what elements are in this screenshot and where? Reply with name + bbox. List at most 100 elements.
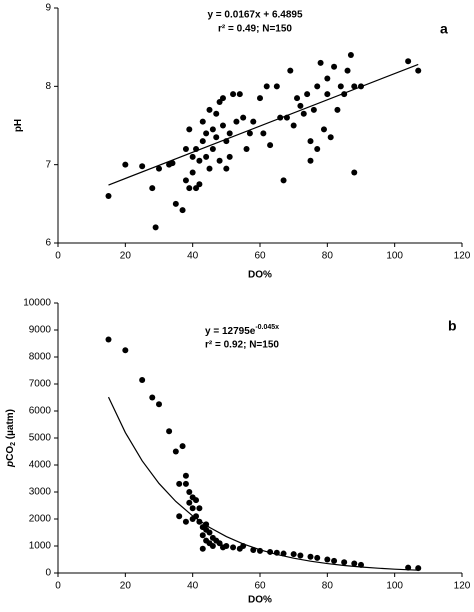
data-point xyxy=(257,95,263,102)
data-point xyxy=(172,448,179,455)
data-point xyxy=(193,185,200,192)
data-point xyxy=(213,110,220,117)
y-tick-label: 3000 xyxy=(29,487,52,498)
annotation: r² = 0.49; N=150 xyxy=(218,24,292,35)
y-axis-title-part: p xyxy=(5,461,16,468)
annotation: y = 0.0167x + 6.4895 xyxy=(207,10,303,21)
data-point xyxy=(189,169,196,176)
data-point xyxy=(203,130,210,137)
x-tick-label: 120 xyxy=(454,581,471,592)
y-tick-label: 2000 xyxy=(29,514,52,525)
data-point xyxy=(341,559,348,566)
data-point xyxy=(189,153,196,160)
y-axis-title: pH xyxy=(13,119,24,132)
data-point xyxy=(186,185,193,192)
data-point xyxy=(156,165,162,172)
fit-line xyxy=(107,396,419,571)
annotation: y = 12795e-0.045x xyxy=(205,324,279,336)
data-point xyxy=(310,106,317,113)
x-tick-label: 0 xyxy=(55,251,61,262)
data-point xyxy=(317,59,324,66)
data-point xyxy=(351,560,358,567)
data-point xyxy=(156,401,162,408)
y-tick-label: 0 xyxy=(45,568,51,579)
data-point xyxy=(337,83,344,90)
data-point xyxy=(415,67,422,74)
data-point xyxy=(196,518,203,525)
y-tick-label: 9000 xyxy=(29,325,52,336)
y-tick-label: 1000 xyxy=(29,541,52,552)
annotation-part: -0.045x xyxy=(255,324,279,331)
y-tick-label: 4000 xyxy=(29,460,52,471)
data-point xyxy=(314,83,321,90)
data-point xyxy=(209,126,216,133)
data-point xyxy=(226,153,233,160)
data-point xyxy=(105,193,112,199)
y-tick-label: 6000 xyxy=(29,406,52,417)
data-point xyxy=(226,130,233,137)
data-point xyxy=(209,146,216,152)
y-tick-label: 6 xyxy=(45,238,51,249)
data-point xyxy=(199,545,206,552)
data-point xyxy=(169,160,176,167)
data-point xyxy=(300,110,307,117)
data-point xyxy=(351,83,358,90)
annotation: r² = 0.92; N=150 xyxy=(205,340,279,351)
data-point xyxy=(405,58,412,65)
data-point xyxy=(182,177,189,184)
data-point xyxy=(105,336,112,343)
data-point xyxy=(320,126,327,133)
data-point xyxy=(344,67,351,74)
y-tick-label: 5000 xyxy=(29,433,52,444)
data-point xyxy=(219,122,226,129)
data-point xyxy=(122,347,129,354)
data-point xyxy=(149,394,156,401)
data-point xyxy=(216,157,223,164)
x-tick-label: 0 xyxy=(55,581,61,592)
data-point xyxy=(273,83,280,90)
y-tick-label: 7000 xyxy=(29,379,52,390)
y-axis-title-part: 2 xyxy=(10,442,17,446)
x-tick-label: 100 xyxy=(386,581,403,592)
data-point xyxy=(182,518,189,525)
data-point xyxy=(176,513,183,520)
data-point xyxy=(290,551,297,558)
data-point xyxy=(297,102,304,109)
fit-line xyxy=(108,63,419,186)
panel: 0 20 40 60 80 100 120 0 1000 2000 3000 4000 5000 6000… xyxy=(5,298,471,606)
y-axis-title: pCO2 (µatm) xyxy=(5,409,18,468)
panel-label: a xyxy=(440,21,448,37)
data-point xyxy=(139,376,146,383)
x-tick-label: 60 xyxy=(254,251,266,262)
data-point xyxy=(152,224,159,231)
data-point xyxy=(230,544,237,551)
data-point xyxy=(331,557,338,564)
x-tick-label: 40 xyxy=(187,581,199,592)
data-point xyxy=(176,480,183,487)
x-tick-label: 80 xyxy=(322,581,334,592)
data-point xyxy=(314,554,321,561)
data-point xyxy=(263,83,270,90)
data-point xyxy=(206,106,213,113)
data-point xyxy=(314,146,321,152)
data-point xyxy=(240,114,247,121)
annotation-part: y = 12795e xyxy=(205,326,256,337)
data-point xyxy=(206,529,213,536)
data-point xyxy=(203,153,210,160)
panel-label: b xyxy=(448,318,457,334)
data-point xyxy=(209,543,216,549)
data-point xyxy=(219,95,226,102)
data-point xyxy=(213,134,220,141)
data-point xyxy=(166,428,173,435)
data-point xyxy=(122,161,129,168)
data-point xyxy=(196,505,203,512)
data-point xyxy=(280,177,287,184)
data-point xyxy=(334,106,341,113)
data-point xyxy=(179,207,186,214)
data-point xyxy=(331,63,338,70)
data-point xyxy=(260,130,267,137)
data-point xyxy=(246,130,253,137)
data-point xyxy=(233,118,240,125)
data-point xyxy=(327,134,334,141)
data-point xyxy=(206,165,213,172)
